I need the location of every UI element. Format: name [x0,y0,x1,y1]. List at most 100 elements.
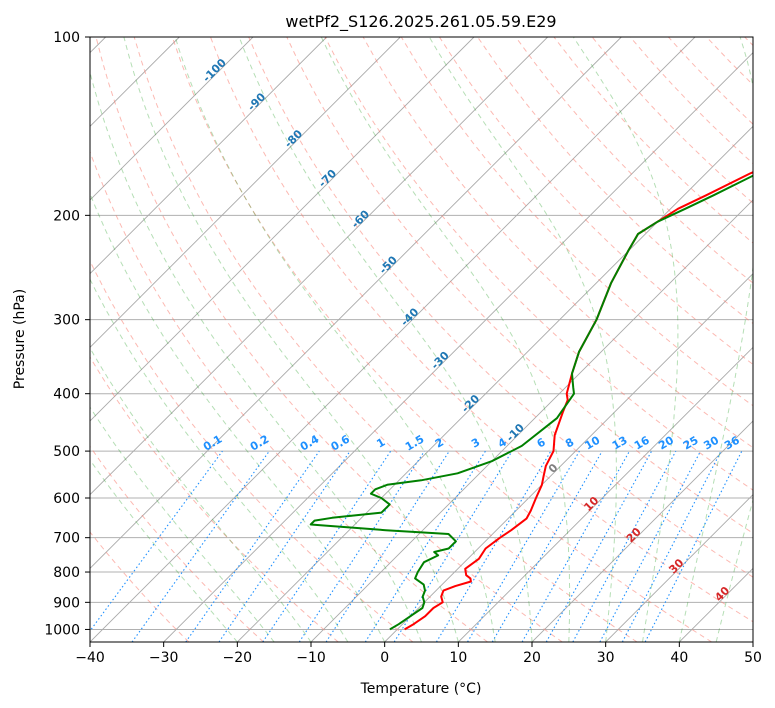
mixing-ratio-label: 16 [632,433,652,452]
isotherm-line [458,346,753,642]
dry-adiabat [171,37,712,642]
isotherm-label: -30 [429,349,452,372]
isotherm-label: -70 [316,167,339,190]
mixing-ratio-label: 8 [563,436,576,451]
x-tick-label: 50 [744,650,762,666]
mixing-ratio-line [364,450,486,642]
isotherm-label: -50 [377,253,400,276]
temperature-profile-line [404,171,753,631]
isotherm-line [163,52,753,642]
moist-adiabat [90,70,422,642]
x-tick-label: 10 [449,650,467,666]
isotherm-label: -20 [459,392,482,415]
isotherm-label: -10 [504,421,527,444]
mixing-ratio-line [521,450,630,642]
x-tick-label: 30 [597,650,615,666]
y-tick-label: 200 [53,208,80,224]
isotherm-line [531,420,753,642]
mixing-ratio-line [325,450,450,642]
mixing-ratio-label: 6 [535,435,548,450]
plot-series [309,171,753,631]
chart-title: wetPf2_S126.2025.261.05.59.E29 [285,12,556,32]
isotherm-label: 20 [624,525,644,545]
y-tick-label: 600 [53,491,80,507]
y-axis: 1000 900 800 700 600 500 400 300 200 100 [44,30,90,638]
isotherm-label: 30 [666,556,686,576]
dry-adiabat [90,531,190,642]
moist-adiabat [428,37,617,642]
dry-adiabat [744,37,753,47]
isotherm-label: -100 [200,56,229,85]
dry-adiabat [90,445,264,642]
x-tick-label: −40 [75,650,105,666]
isotherm-line [384,273,753,642]
plot-frame [89,36,754,643]
mixing-ratio-line [218,450,351,642]
moist-adiabat [123,37,459,642]
mixing-ratio-label: 25 [681,434,701,453]
moist-adiabat [90,459,238,642]
mixing-ratio-line [298,450,425,642]
dry-adiabat [400,37,753,407]
isotherm-line [679,567,753,642]
isotherm-line [90,37,696,642]
isotherm-line [90,37,254,201]
moist-adiabat [174,37,496,642]
mixing-ratio-line [491,450,603,642]
y-tick-label: 900 [53,595,80,611]
x-tick-label: −20 [223,650,253,666]
mixing-ratio-label: 1.5 [403,433,426,454]
dry-adiabat [90,150,488,642]
dry-adiabat [515,37,753,284]
dry-adiabat [133,37,638,642]
moist-adiabat [572,37,679,642]
moist-adiabat [320,37,571,642]
mixing-ratio-line [393,450,513,642]
mixing-ratio-label: 36 [722,433,742,452]
y-tick-label: 500 [53,444,80,460]
y-tick-label: 300 [53,313,80,329]
isotherm-line [237,125,753,642]
mixing-ratio-line [467,450,580,642]
moist-adiabat [715,497,753,642]
dewpoint-profile-line [309,174,753,631]
mixing-ratio-label: 0.1 [201,433,224,454]
moist-adiabat [90,192,386,642]
mixing-ratio-line [90,450,223,632]
moist-adiabat [90,347,312,642]
dry-adiabat [95,37,563,642]
moist-adiabat [90,278,349,642]
dry-adiabat [90,259,414,642]
moist-adiabat [678,37,753,642]
moist-adiabat [238,37,533,642]
mixing-ratio-label: 13 [610,434,630,453]
dry-adiabat [248,37,753,578]
isotherm-label: 10 [581,494,601,514]
x-tick-label: 20 [523,650,541,666]
isotherm-label: -80 [282,127,305,150]
isotherm-line [90,37,622,569]
y-tick-label: 800 [53,565,80,581]
dry-adiabat [668,37,753,125]
mixing-ratio-label: 0.4 [298,432,322,453]
dry-adiabat [438,37,753,366]
y-axis-label: Pressure (hPa) [12,289,28,389]
isotherm-line [90,37,401,348]
isotherm-line [310,199,753,642]
mixing-ratio-label: 0.6 [329,432,353,453]
mixing-ratio-label: 30 [701,433,721,452]
x-axis: −40 −30 −20 −10 0 10 20 30 40 50 [75,642,762,666]
y-tick-label: 400 [53,387,80,403]
mixing-ratio-line [185,450,320,642]
y-tick-label: 700 [53,531,80,547]
mixing-ratio-label: 3 [469,436,482,451]
dry-adiabat [591,37,753,204]
x-tick-label: 40 [670,650,688,666]
isotherm-line [90,37,548,496]
dry-adiabat [210,37,753,623]
x-axis-label: Temperature (°C) [360,681,482,697]
isotherm-line [90,37,327,275]
dry-adiabat [706,37,753,86]
mixing-ratio-label: 10 [583,433,603,452]
